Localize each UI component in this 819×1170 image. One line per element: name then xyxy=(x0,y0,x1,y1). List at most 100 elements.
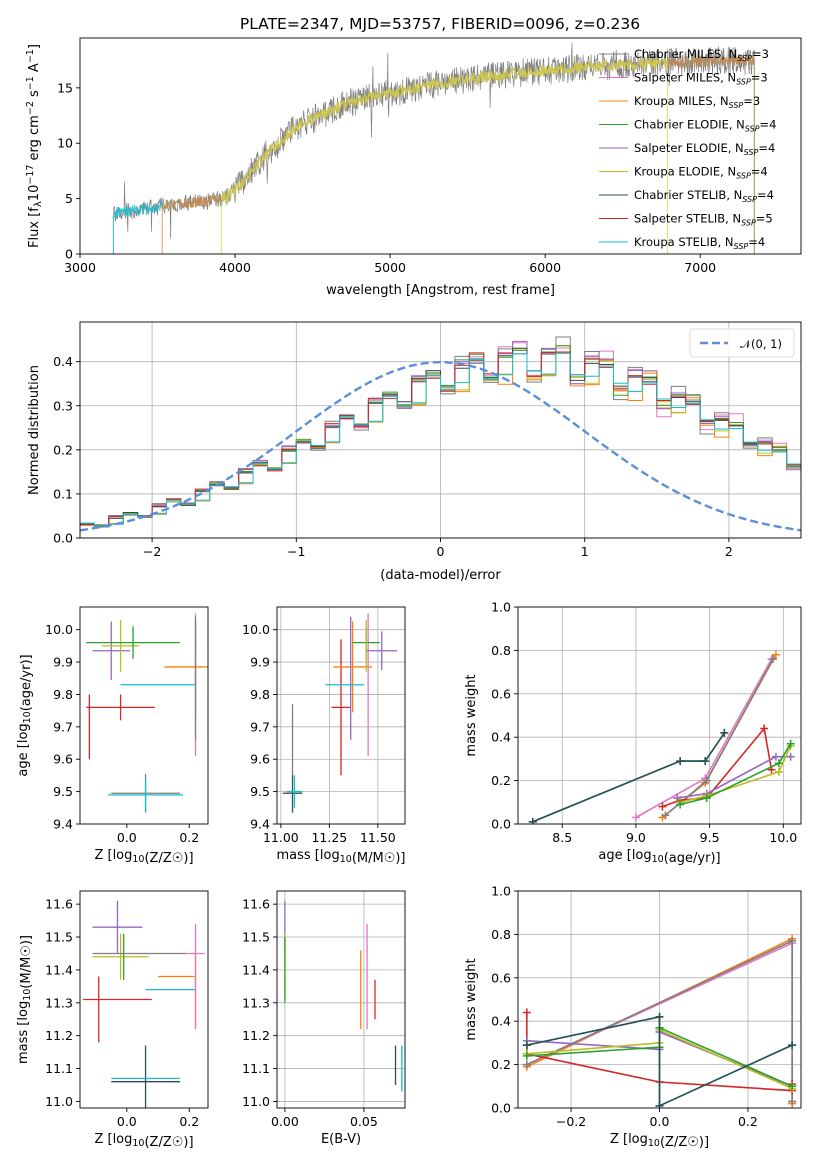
x-tick-label: −1 xyxy=(287,544,305,559)
weight-series xyxy=(679,743,792,806)
y-tick-label: 11.3 xyxy=(242,995,270,1010)
y-tick-label: 11.1 xyxy=(242,1061,270,1076)
weight-point xyxy=(788,1097,797,1106)
gaussian-curve xyxy=(80,360,801,532)
y-tick-label: 11.4 xyxy=(45,962,73,977)
x-axis-label: E(B-V) xyxy=(321,1132,361,1147)
y-axis-label: Normed distribution xyxy=(27,365,42,495)
x-tick-label: 11.50 xyxy=(360,830,396,845)
axes-frame xyxy=(79,890,209,1109)
y-tick-label: 0.1 xyxy=(53,486,73,501)
weight-point xyxy=(701,757,710,766)
histogram-series xyxy=(80,352,801,527)
y-tick-label: 9.9 xyxy=(250,655,270,670)
weight-point xyxy=(528,817,537,824)
panel-mass-age: 11.00 11.25 11.50 9.4 9.5 9.6 9.7 9.8 9.9 10.0 mas… xyxy=(242,606,406,866)
y-tick-label: 0.0 xyxy=(491,817,511,832)
y-tick-label: 11.6 xyxy=(242,897,270,912)
weight-point xyxy=(786,752,795,761)
x-axis-label: age [log10(age/yr)] xyxy=(598,848,720,866)
x-tick-label: 5000 xyxy=(374,260,406,275)
weight-point xyxy=(768,655,777,664)
y-tick-label: 10.0 xyxy=(45,622,73,637)
spectrum-model-elodie xyxy=(220,56,668,254)
legend-label: Salpeter ELODIE, NSSP=4 xyxy=(634,141,775,157)
legend-label: Kroupa ELODIE, NSSP=4 xyxy=(634,165,768,181)
panel-ebv-mass: 0.00 0.05 11.0 11.1 11.2 11.3 11.4 11.5 11.6 E(B-… xyxy=(242,890,406,1147)
y-tick-label: 9.8 xyxy=(250,687,270,702)
y-tick-label: 5 xyxy=(65,191,73,206)
panel-z-age: 0.0 0.2 9.4 9.5 9.6 9.7 9.8 9.9 10.0 Z [log10(Z/Z… xyxy=(16,606,209,866)
y-tick-label: 0.4 xyxy=(491,1014,511,1029)
plot-content xyxy=(80,336,801,532)
x-tick-label: 0.0 xyxy=(650,1114,670,1129)
y-tick-label: 11.0 xyxy=(242,1094,270,1109)
plot-content xyxy=(83,900,205,1108)
panel-z-weight: −0.2 0.0 0.2 0.0 0.2 0.4 0.6 0.8 1.0 Z [log10(Z/Z… xyxy=(464,884,802,1150)
x-tick-label: 0.05 xyxy=(350,1114,378,1129)
weight-point xyxy=(771,650,780,659)
panel-residuals: −2 −1 0 1 2 0.0 0.1 0.2 0.3 0.4 (data-model)/error… xyxy=(27,321,802,583)
legend-label: Chabrier STELIB, NSSP=4 xyxy=(634,188,774,204)
weight-series xyxy=(526,1015,793,1108)
y-axis-label: mass weight xyxy=(464,958,479,1040)
weight-point xyxy=(676,757,685,766)
plot-area xyxy=(80,38,801,254)
y-tick-label: 11.5 xyxy=(242,930,270,945)
legend-box xyxy=(689,328,795,358)
plot-content xyxy=(282,613,398,813)
weight-point xyxy=(788,936,797,945)
x-tick-label: 9.5 xyxy=(700,830,720,845)
y-tick-label: 11.2 xyxy=(45,1028,73,1043)
x-tick-label: 4000 xyxy=(219,260,251,275)
y-tick-label: 0.4 xyxy=(491,730,511,745)
axes-frame xyxy=(79,37,802,255)
x-axis-label: wavelength [Angstrom, rest frame] xyxy=(326,283,555,298)
plot-area xyxy=(277,891,405,1108)
y-tick-label: 11.0 xyxy=(45,1094,73,1109)
figure-title: PLATE=2347, MJD=53757, FIBERID=0096, z=0… xyxy=(240,15,640,33)
x-axis-label: Z [log10(Z/Z☉)] xyxy=(94,1132,193,1150)
weight-point xyxy=(522,1008,531,1017)
y-tick-label: 0.8 xyxy=(491,927,511,942)
y-tick-label: 0.8 xyxy=(491,643,511,658)
weight-point xyxy=(788,1041,797,1050)
x-tick-label: 9.0 xyxy=(626,830,646,845)
y-tick-label: 0.2 xyxy=(491,1057,511,1072)
legend-label: Kroupa STELIB, NSSP=4 xyxy=(634,235,765,251)
y-tick-label: 9.5 xyxy=(250,784,270,799)
y-tick-label: 9.7 xyxy=(250,719,270,734)
y-tick-label: 0.0 xyxy=(491,1101,511,1116)
y-tick-label: 9.6 xyxy=(53,752,73,767)
x-tick-label: −0.2 xyxy=(556,1114,586,1129)
plot-content xyxy=(522,934,797,1108)
y-tick-label: 10 xyxy=(57,136,73,151)
x-tick-label: 0.00 xyxy=(271,1114,299,1129)
y-tick-label: 0.2 xyxy=(491,773,511,788)
y-tick-label: 0.4 xyxy=(53,354,73,369)
plot-content xyxy=(528,650,795,824)
y-axis-label: age [log10(age/yr)] xyxy=(16,654,34,776)
y-tick-label: 10.0 xyxy=(242,622,270,637)
plot-area xyxy=(80,607,208,824)
legend-label: 𝒩(0, 1) xyxy=(740,337,782,351)
legend-label: Salpeter MILES, NSSP=3 xyxy=(634,71,768,87)
weight-point xyxy=(702,776,711,785)
y-tick-label: 9.5 xyxy=(53,784,73,799)
weight-point xyxy=(655,1012,664,1021)
legend-label: Salpeter STELIB, NSSP=5 xyxy=(634,212,773,228)
plot-area xyxy=(518,607,801,824)
y-tick-label: 0.0 xyxy=(53,531,73,546)
y-tick-label: 1.0 xyxy=(491,884,511,899)
plot-content xyxy=(112,43,755,254)
y-axis-label: Flux [fλ10−17 erg cm−2 s−1 A−1] xyxy=(25,44,44,248)
y-tick-label: 11.4 xyxy=(242,962,270,977)
x-tick-label: 10.0 xyxy=(769,830,797,845)
x-tick-label: −2 xyxy=(143,544,161,559)
y-tick-label: 9.4 xyxy=(53,817,73,832)
y-tick-label: 9.6 xyxy=(250,752,270,767)
y-tick-label: 9.4 xyxy=(250,817,270,832)
weight-series xyxy=(532,732,726,823)
y-tick-label: 11.2 xyxy=(242,1028,270,1043)
